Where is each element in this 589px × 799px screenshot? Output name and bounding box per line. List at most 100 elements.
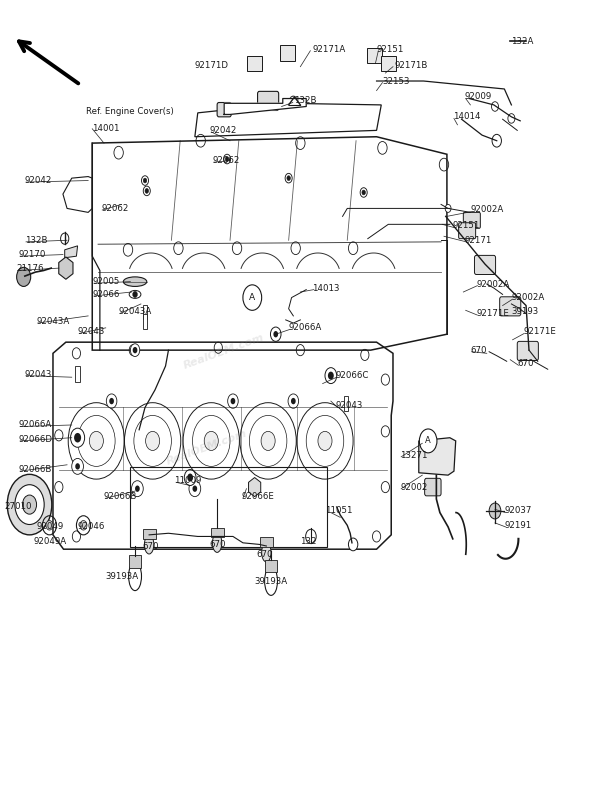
Circle shape	[287, 176, 290, 181]
Circle shape	[135, 486, 140, 492]
Text: 14013: 14013	[312, 284, 340, 292]
Text: 32153: 32153	[382, 77, 410, 85]
Ellipse shape	[262, 543, 271, 562]
Text: 11051: 11051	[325, 507, 352, 515]
Circle shape	[187, 474, 193, 482]
Circle shape	[270, 327, 281, 341]
Text: 92042: 92042	[210, 126, 237, 135]
Text: 39193A: 39193A	[254, 577, 288, 586]
Text: 92066C: 92066C	[336, 371, 369, 380]
Circle shape	[22, 495, 37, 514]
Circle shape	[16, 268, 31, 286]
Circle shape	[109, 398, 114, 404]
Text: 132: 132	[300, 537, 317, 546]
Text: 670: 670	[142, 543, 158, 551]
Text: 11009: 11009	[174, 476, 201, 485]
Circle shape	[445, 205, 451, 213]
Text: 92043: 92043	[78, 328, 105, 336]
Text: 92002: 92002	[400, 483, 428, 491]
Text: 92042: 92042	[25, 176, 52, 185]
Bar	[143, 314, 147, 328]
FancyBboxPatch shape	[459, 223, 476, 239]
Circle shape	[72, 459, 84, 475]
Circle shape	[285, 173, 292, 183]
Ellipse shape	[264, 566, 277, 595]
Text: 670: 670	[210, 540, 226, 549]
Text: 39193: 39193	[511, 308, 539, 316]
Circle shape	[145, 431, 160, 451]
Circle shape	[306, 529, 316, 543]
Circle shape	[228, 394, 238, 408]
Text: 92171E: 92171E	[477, 309, 509, 318]
Circle shape	[71, 428, 85, 447]
Circle shape	[90, 431, 104, 451]
Circle shape	[325, 368, 337, 384]
Text: 92043A: 92043A	[118, 308, 152, 316]
Bar	[75, 366, 80, 382]
Circle shape	[226, 157, 229, 161]
Text: 92066B: 92066B	[19, 465, 52, 474]
Circle shape	[491, 101, 498, 111]
Ellipse shape	[128, 562, 141, 590]
Circle shape	[46, 520, 53, 530]
Text: 92009: 92009	[465, 93, 492, 101]
Text: 670: 670	[256, 551, 273, 559]
Polygon shape	[419, 438, 456, 475]
Text: 92043: 92043	[25, 369, 52, 379]
Text: 92049A: 92049A	[34, 537, 67, 546]
Circle shape	[492, 134, 501, 147]
Text: 92066A: 92066A	[19, 420, 52, 430]
Circle shape	[288, 394, 299, 408]
Text: 92066D: 92066D	[19, 435, 53, 443]
Circle shape	[141, 176, 148, 185]
Circle shape	[193, 486, 197, 492]
Bar	[344, 396, 349, 411]
FancyBboxPatch shape	[475, 256, 495, 275]
Text: 132B: 132B	[294, 97, 317, 105]
Text: 92066A: 92066A	[289, 324, 322, 332]
Ellipse shape	[213, 533, 222, 552]
Circle shape	[133, 291, 137, 297]
Text: A: A	[249, 293, 256, 302]
Text: 92005: 92005	[92, 277, 120, 286]
Circle shape	[15, 485, 44, 524]
Text: RealOEM.com: RealOEM.com	[183, 332, 266, 371]
Circle shape	[231, 398, 235, 404]
Text: Ref. Engine Cover(s): Ref. Engine Cover(s)	[87, 107, 174, 116]
Circle shape	[133, 347, 137, 353]
Text: 92046: 92046	[78, 523, 105, 531]
Circle shape	[204, 431, 219, 451]
Text: 92066E: 92066E	[241, 492, 274, 501]
Text: 92062: 92062	[213, 156, 240, 165]
Circle shape	[291, 398, 296, 404]
Text: 92171E: 92171E	[523, 328, 556, 336]
Text: 92062: 92062	[101, 204, 128, 213]
Text: 92151: 92151	[376, 45, 404, 54]
Circle shape	[131, 481, 143, 497]
Circle shape	[74, 433, 81, 443]
Text: 14001: 14001	[92, 125, 120, 133]
Circle shape	[273, 331, 278, 337]
FancyBboxPatch shape	[143, 529, 155, 539]
Circle shape	[80, 520, 87, 530]
Circle shape	[75, 463, 80, 470]
Text: 92002A: 92002A	[477, 280, 509, 288]
Polygon shape	[224, 98, 306, 114]
Circle shape	[508, 113, 515, 123]
Text: 92002A: 92002A	[471, 205, 504, 214]
Text: 92043: 92043	[336, 400, 363, 410]
Text: 92170: 92170	[19, 250, 47, 259]
Text: 92037: 92037	[504, 507, 532, 515]
Circle shape	[328, 372, 334, 380]
Circle shape	[362, 190, 365, 195]
Text: 92171A: 92171A	[312, 45, 345, 54]
Text: 92191: 92191	[504, 521, 532, 530]
Circle shape	[143, 178, 147, 183]
Circle shape	[261, 431, 275, 451]
Circle shape	[419, 429, 437, 453]
Text: 92066: 92066	[92, 290, 120, 299]
Circle shape	[243, 285, 262, 310]
Text: 92066B: 92066B	[104, 492, 137, 501]
Polygon shape	[249, 478, 261, 497]
FancyBboxPatch shape	[425, 479, 441, 496]
